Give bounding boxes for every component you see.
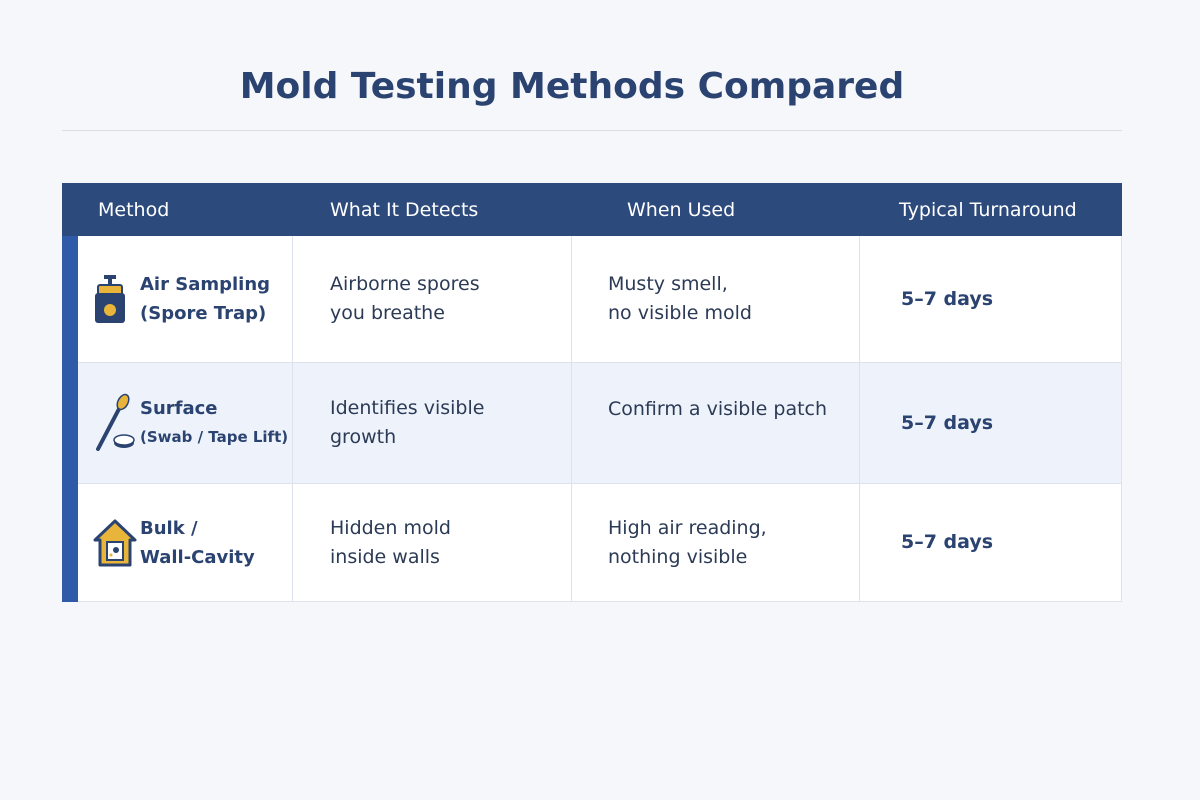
turnaround-cell: 5–7 days xyxy=(860,363,1122,483)
method-name: Surface xyxy=(140,398,218,419)
method-name: Wall-Cavity xyxy=(140,546,255,568)
cell-line: Hidden mold xyxy=(330,516,451,539)
turnaround-cell: 5–7 days xyxy=(860,236,1122,362)
cell-line: Confirm a visible patch xyxy=(608,398,828,420)
header-cell: Typical Turnaround xyxy=(899,198,1077,221)
turnaround-cell: 5–7 days xyxy=(860,484,1122,601)
when-cell: High air reading, nothing visible xyxy=(572,484,860,601)
cell-line: 5–7 days xyxy=(901,411,994,434)
cell-line: Musty smell, xyxy=(608,273,728,295)
comparison-table: Method What It Detects When Used Typical… xyxy=(62,183,1122,602)
table-header: Method What It Detects When Used Typical… xyxy=(62,183,1122,236)
table-row: Air Sampling (Spore Trap) Airborne spore… xyxy=(62,236,1122,363)
air-sampler-icon xyxy=(95,275,125,323)
cell-line: inside walls xyxy=(330,545,440,568)
method-name: Bulk / xyxy=(140,517,198,539)
divider xyxy=(62,130,1122,131)
cell-line: 5–7 days xyxy=(901,287,994,310)
title: Mold Testing Methods Compared xyxy=(239,66,905,107)
header-cell: Method xyxy=(98,198,170,221)
method-cell: Surface (Swab / Tape Lift) xyxy=(62,363,293,483)
cell-line: nothing visible xyxy=(608,545,748,568)
when-cell: Confirm a visible patch xyxy=(572,363,860,483)
cell-line: 5–7 days xyxy=(901,531,994,553)
detects-cell: Hidden mold inside walls xyxy=(293,484,572,601)
header-cell: When Used xyxy=(627,198,736,221)
header-cell: What It Detects xyxy=(330,198,479,221)
cell-line: Airborne spores xyxy=(330,273,480,295)
when-cell: Musty smell, no visible mold xyxy=(572,236,860,362)
method-cell: Air Sampling (Spore Trap) xyxy=(62,236,293,362)
method-detail: (Swab / Tape Lift) xyxy=(140,428,289,446)
swab-icon xyxy=(96,393,135,451)
detects-cell: Airborne spores you breathe xyxy=(293,236,572,362)
method-name: Air Sampling xyxy=(140,274,271,295)
method-cell: Bulk / Wall-Cavity xyxy=(62,484,293,601)
cell-line: Identifies visible xyxy=(330,397,485,419)
table-row: Bulk / Wall-Cavity Hidden mold inside wa… xyxy=(62,484,1122,602)
detects-cell: Identifies visible growth xyxy=(293,363,572,483)
method-detail: (Spore Trap) xyxy=(140,303,267,324)
cell-line: you breathe xyxy=(330,302,445,324)
cell-line: growth xyxy=(330,426,397,448)
cell-line: no visible mold xyxy=(608,302,752,324)
cell-line: High air reading, xyxy=(608,516,767,539)
table-row: Surface (Swab / Tape Lift) Identifies vi… xyxy=(62,363,1122,484)
house-icon xyxy=(93,519,137,566)
